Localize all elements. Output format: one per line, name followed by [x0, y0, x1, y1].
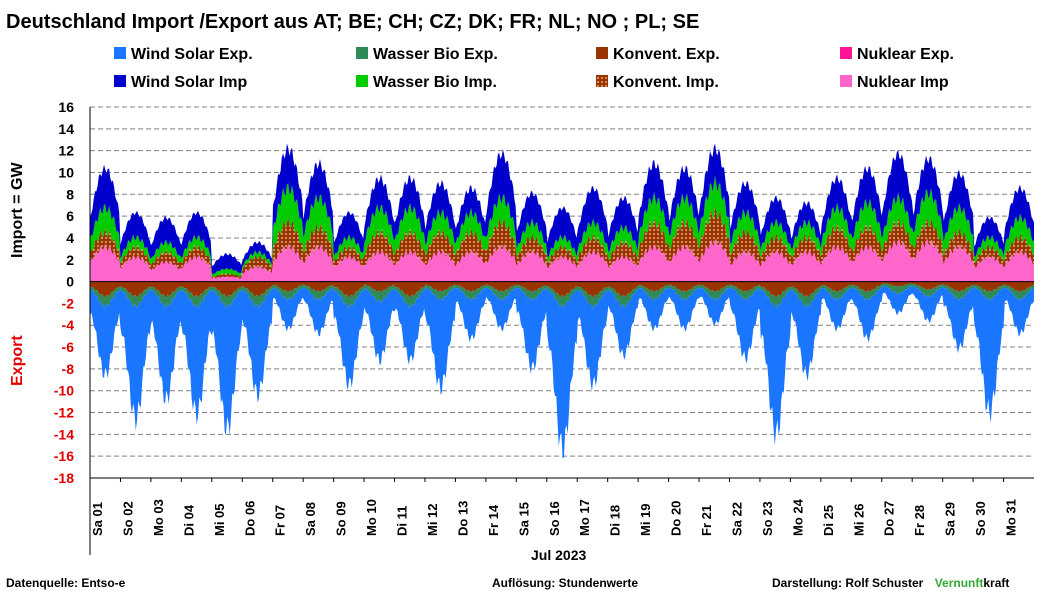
- y-tick-label: -10: [54, 383, 74, 399]
- legend-swatch-konvent-imp: [596, 75, 608, 87]
- x-tick-label: Sa 15: [516, 502, 531, 536]
- x-tick-label: Mo 10: [364, 499, 379, 536]
- series-area-nuklear-imp: [90, 238, 1034, 282]
- x-tick-label: Di 25: [821, 505, 836, 536]
- x-tick-label: Mi 19: [638, 503, 653, 536]
- x-tick-label: Mo 24: [790, 498, 805, 536]
- y-tick-label: 12: [58, 143, 74, 159]
- y-tick-label: 4: [66, 230, 74, 246]
- x-tick-label: Do 13: [455, 501, 470, 536]
- y-tick-label: 0: [66, 274, 74, 290]
- x-tick-label: Do 06: [242, 501, 257, 536]
- y-tick-label: -6: [62, 339, 75, 355]
- x-tick-label: Sa 22: [730, 502, 745, 536]
- y-tick-label: 8: [66, 186, 74, 202]
- plot-areas: [90, 143, 1034, 459]
- x-tick-label: Mi 12: [425, 503, 440, 536]
- y-tick-labels: 16 14 12 10 8 6 4 2 0 -2 -4 -6 -8 -10 -12 -14 -16 -18: [54, 99, 74, 486]
- y-tick-label: 2: [66, 252, 74, 268]
- series-area-wasser-bio-exp: [90, 283, 1034, 309]
- x-tick-label: Fr 14: [486, 504, 501, 536]
- legend-swatch-wasser-bio-exp: [356, 47, 368, 59]
- x-tick-label: So 02: [121, 501, 136, 536]
- x-tick-label: Fr 21: [699, 505, 714, 536]
- legend-label-wind-solar-imp: Wind Solar Imp: [131, 74, 248, 91]
- y-tick-label: 16: [58, 99, 74, 115]
- chart-title: Deutschland Import /Export aus AT; BE; C…: [6, 11, 699, 33]
- legend-swatch-nuklear-imp: [840, 75, 852, 87]
- axes: [89, 107, 1034, 555]
- series-area-wind-solar-imp: [90, 143, 1034, 275]
- y-axis-label-export: Export: [9, 335, 26, 386]
- legend-label-nuklear-exp: Nuklear Exp.: [857, 46, 954, 63]
- legend-swatch-konvent-exp: [596, 47, 608, 59]
- y-tick-label: 14: [58, 121, 74, 137]
- x-tick-label: Sa 29: [943, 502, 958, 536]
- x-tick-label: Mo 03: [151, 499, 166, 536]
- legend: Wind Solar Exp. Wasser Bio Exp. Konvent.…: [114, 46, 954, 91]
- y-tick-label: -2: [62, 295, 75, 311]
- legend-swatch-wasser-bio-imp: [356, 75, 368, 87]
- series-area-wasser-bio-imp: [90, 175, 1034, 278]
- y-tick-label: -16: [54, 448, 74, 464]
- x-tick-label: Sa 08: [303, 502, 318, 536]
- legend-swatch-nuklear-exp: [840, 47, 852, 59]
- x-tick-label: Do 27: [882, 501, 897, 536]
- y-tick-label: -12: [54, 405, 74, 421]
- x-tick-label: Fr 28: [912, 505, 927, 536]
- legend-swatch-wind-solar-imp: [114, 75, 126, 87]
- author-credit: Darstellung: Rolf Schuster Vernunftkraft: [772, 576, 1009, 590]
- x-tick-label: Mo 17: [577, 499, 592, 536]
- y-tick-label: 6: [66, 208, 74, 224]
- x-tick-label: Mo 31: [1004, 499, 1019, 536]
- y-axis-label-import: Import = GW: [9, 162, 26, 258]
- x-tick-label: Di 11: [395, 506, 410, 536]
- x-tick-label: Mi 05: [212, 503, 227, 536]
- x-tick-label: Di 04: [181, 504, 196, 536]
- y-tick-label: 10: [58, 164, 74, 180]
- legend-label-wind-solar-exp: Wind Solar Exp.: [131, 46, 253, 63]
- legend-label-wasser-bio-exp: Wasser Bio Exp.: [373, 46, 498, 63]
- y-tick-label: -8: [62, 361, 75, 377]
- x-tick-label: Mi 26: [851, 503, 866, 536]
- x-tick-label: Di 18: [608, 505, 623, 536]
- y-tick-label: -14: [54, 426, 74, 442]
- resolution-note: Auflösung: Stundenwerte: [492, 576, 638, 590]
- brand-vernunft: Vernunft: [935, 576, 984, 590]
- y-tick-label: -18: [54, 470, 74, 486]
- x-tick-label: Fr 07: [273, 505, 288, 536]
- x-tick-label: Sa 01: [90, 502, 105, 536]
- author-name: Darstellung: Rolf Schuster: [772, 576, 924, 590]
- legend-label-konvent-exp: Konvent. Exp.: [613, 46, 720, 63]
- x-axis-label: Jul 2023: [531, 547, 586, 563]
- x-tick-label: So 16: [547, 501, 562, 536]
- legend-label-konvent-imp: Konvent. Imp.: [613, 74, 719, 91]
- legend-label-wasser-bio-imp: Wasser Bio Imp.: [373, 74, 497, 91]
- legend-label-nuklear-imp: Nuklear Imp: [857, 74, 949, 91]
- series-area-konvent-exp: [90, 281, 1034, 298]
- x-tick-label: So 23: [760, 501, 775, 536]
- x-tick-label: Do 20: [669, 501, 684, 536]
- x-tick-labels: Sa 01 So 02 Mo 03 Di 04 Mi 05 Do 06 Fr 07 Sa 08…: [89, 478, 1019, 536]
- series-area-konvent-imp: [90, 206, 1034, 279]
- data-source: Datenquelle: Entso-e: [6, 576, 126, 590]
- legend-swatch-wind-solar-exp: [114, 47, 126, 59]
- series-area-wind-solar-exp: [90, 285, 1034, 459]
- x-tick-label: So 30: [973, 501, 988, 536]
- brand-kraft: kraft: [983, 576, 1009, 590]
- x-tick-label: So 09: [334, 501, 349, 536]
- y-tick-label: -4: [62, 317, 75, 333]
